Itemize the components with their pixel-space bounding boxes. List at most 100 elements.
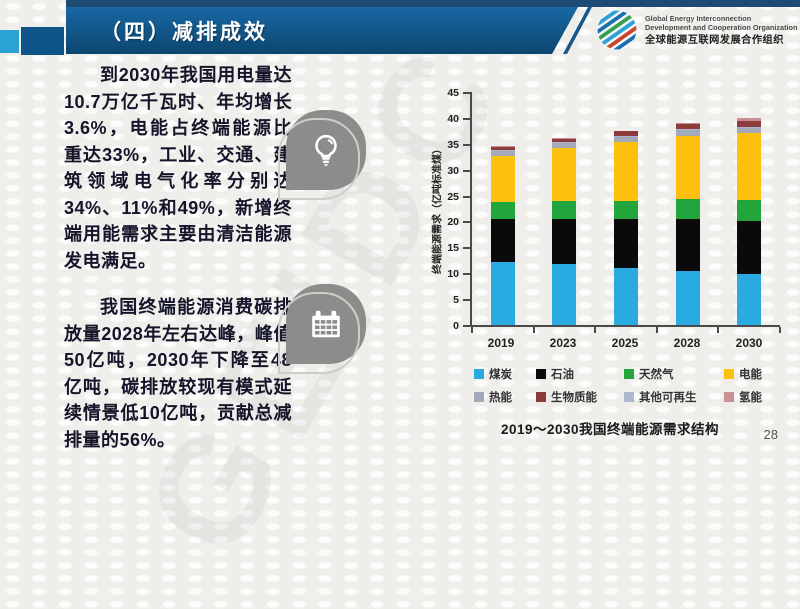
bar-stack <box>737 92 762 325</box>
x-tick <box>717 327 720 333</box>
org-name-en-line2: Development and Cooperation Organization <box>645 22 798 32</box>
bar-segment-石油 <box>675 219 700 271</box>
bar-segment-煤炭 <box>737 274 762 325</box>
x-label-2025: 2025 <box>611 336 639 350</box>
paragraph-carbon-peak: 我国终端能源消费碳排放量2028年左右达峰，峰值50亿吨，2030年下降至48亿… <box>64 297 292 450</box>
legend-label: 煤炭 <box>489 369 512 381</box>
legend-item-石油: 石油 <box>536 366 624 382</box>
bar-segment-生物质能 <box>613 131 638 137</box>
legend-item-热能: 热能 <box>474 389 536 405</box>
y-tick: 25 <box>447 191 470 203</box>
organization-logo: Global Energy Interconnection Developmen… <box>596 9 797 51</box>
legend-label: 石油 <box>551 369 574 381</box>
title-band: （四）减排成效 <box>66 7 578 54</box>
bar-segment-热能 <box>552 142 577 148</box>
y-tick-label: 5 <box>453 294 459 307</box>
bar-2030 <box>718 92 780 325</box>
y-tick-label: 20 <box>447 216 459 229</box>
lightbulb-icon <box>315 134 337 166</box>
y-tick: 35 <box>447 139 470 151</box>
y-tick: 20 <box>447 216 470 228</box>
bar-segment-氢能 <box>552 138 577 139</box>
y-tick: 45 <box>447 87 470 99</box>
legend-swatch <box>536 369 546 379</box>
y-tick-label: 0 <box>453 320 459 332</box>
bar-segment-电能 <box>737 132 762 201</box>
legend-swatch <box>474 369 484 379</box>
bar-segment-煤炭 <box>552 264 577 325</box>
bar-segment-生物质能 <box>552 138 577 143</box>
y-tick: 15 <box>447 242 470 254</box>
bar-segment-热能 <box>737 128 762 133</box>
bar-segment-生物质能 <box>737 120 762 127</box>
bar-segment-电能 <box>613 142 638 201</box>
legend-item-氢能: 氢能 <box>724 389 786 405</box>
y-tick-label: 30 <box>447 164 459 177</box>
body-text-column: 到2030年我国用电量达10.7万亿千瓦时、年均增长3.6%，电能占终端能源比重… <box>64 62 292 453</box>
bar-segment-电能 <box>552 147 577 202</box>
y-tick: 40 <box>447 113 470 125</box>
legend-item-煤炭: 煤炭 <box>474 366 536 382</box>
legend-item-其他可再生: 其他可再生 <box>624 389 724 405</box>
header-top-strip <box>66 0 800 7</box>
x-label-2023: 2023 <box>549 336 577 350</box>
globe-icon <box>596 9 638 51</box>
legend-label: 其他可再生 <box>639 392 697 404</box>
x-tick <box>779 327 781 333</box>
legend-item-天然气: 天然气 <box>624 366 724 382</box>
bar-segment-氢能 <box>613 130 638 132</box>
bar-stack <box>675 92 700 325</box>
legend-swatch <box>724 392 734 402</box>
bar-segment-氢能 <box>737 117 762 121</box>
page-number: 28 <box>763 427 778 442</box>
legend-label: 热能 <box>489 392 512 404</box>
legend-label: 天然气 <box>639 369 674 381</box>
chart-plot: 终端能源需求（亿吨标准煤） 0 5 10 15 20 25 30 35 40 45 <box>433 87 781 333</box>
organization-name: Global Energy Interconnection Developmen… <box>645 14 797 47</box>
legend-swatch <box>724 369 734 379</box>
x-label-2028: 2028 <box>673 336 701 350</box>
legend-item-生物质能: 生物质能 <box>536 389 624 405</box>
bar-stack <box>613 92 638 325</box>
y-tick: 0 <box>453 320 470 332</box>
bar-segment-生物质能 <box>675 124 700 130</box>
x-tick <box>532 327 535 333</box>
bar-segment-其他可再生 <box>675 129 700 131</box>
bar-segment-氢能 <box>490 146 515 147</box>
y-tick-label: 25 <box>447 190 459 203</box>
legend-item-电能: 电能 <box>724 366 786 382</box>
bar-segment-天然气 <box>552 201 577 219</box>
paragraph-electricity: 到2030年我国用电量达10.7万亿千瓦时、年均增长3.6%，电能占终端能源比重… <box>64 65 292 271</box>
bar-segment-其他可再生 <box>613 136 638 138</box>
bar-segment-热能 <box>490 151 515 157</box>
stacked-bar-chart: 终端能源需求（亿吨标准煤） 0 5 10 15 20 25 30 35 40 45 2019 202… <box>426 87 794 438</box>
bar-2025 <box>595 92 657 325</box>
bar-segment-煤炭 <box>675 270 700 325</box>
x-label-2019: 2019 <box>487 336 515 350</box>
bar-segment-天然气 <box>613 200 638 220</box>
bar-segment-石油 <box>737 221 762 275</box>
y-axis-title: 终端能源需求（亿吨标准煤） <box>432 143 444 274</box>
legend-label: 氢能 <box>739 392 762 404</box>
y-tick: 5 <box>453 294 470 306</box>
bar-segment-生物质能 <box>490 146 515 151</box>
y-tick-label: 15 <box>447 242 459 255</box>
y-tick: 10 <box>447 268 470 280</box>
bar-2023 <box>534 92 596 325</box>
legend-label: 电能 <box>739 369 762 381</box>
idea-leaf-badge <box>278 110 366 200</box>
calendar-leaf-badge <box>278 284 366 374</box>
y-tick-label: 35 <box>447 138 459 151</box>
x-axis-labels: 2019 2023 2025 2028 2030 <box>470 327 780 350</box>
bar-segment-电能 <box>675 135 700 199</box>
y-tick-label: 10 <box>447 268 459 281</box>
x-tick <box>655 327 658 333</box>
bar-2019 <box>472 92 534 325</box>
bar-segment-氢能 <box>675 123 700 125</box>
legend-swatch <box>624 369 634 379</box>
bar-segment-其他可再生 <box>552 142 577 143</box>
bar-segment-石油 <box>552 218 577 265</box>
bar-segment-电能 <box>490 156 515 203</box>
org-name-zh: 全球能源互联网发展合作组织 <box>645 34 784 46</box>
bar-segment-天然气 <box>490 202 515 219</box>
